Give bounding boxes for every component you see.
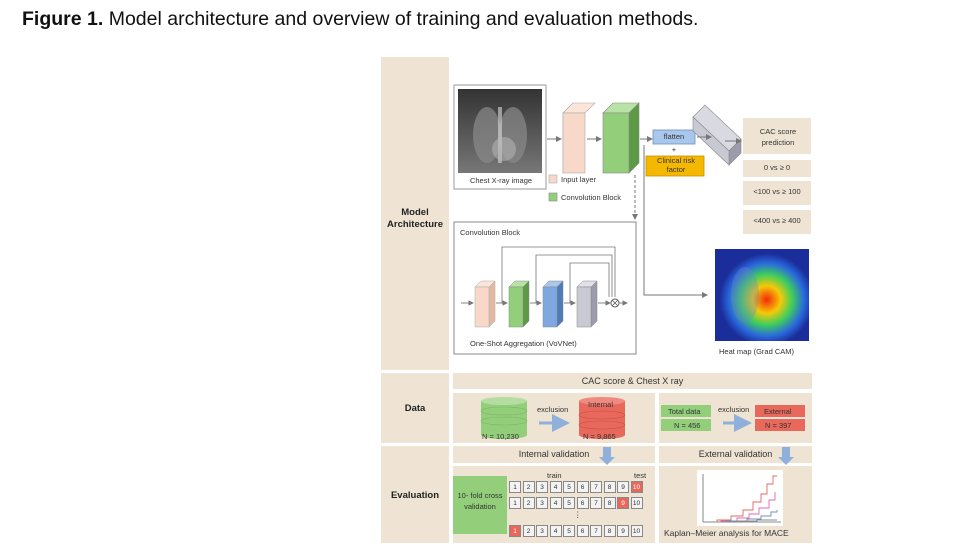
ext-total-label: Total data — [668, 407, 701, 416]
fold-cell: 6 — [576, 525, 589, 537]
fold-cell: 4 — [549, 525, 562, 537]
total-n: N = 10,230 — [482, 432, 519, 441]
fold-cell: 2 — [522, 481, 535, 493]
flatten-box — [652, 129, 696, 145]
convolution-block-3d — [602, 102, 640, 174]
output-box-400 — [743, 210, 811, 234]
fold-cell: 7 — [590, 497, 602, 509]
osa-block-3 — [542, 280, 564, 328]
cv-label: 10- fold cross validation — [457, 491, 503, 511]
fold-cell: 3 — [536, 497, 548, 509]
plus-sign: + — [671, 145, 677, 154]
fold-cell: 6 — [576, 481, 589, 493]
fold-row-1: 1 2 3 4 5 6 7 8 9 10 — [509, 481, 649, 494]
flatten-label: flatten — [663, 132, 685, 141]
fold-cell: 4 — [549, 497, 562, 509]
internal-label: Internal — [588, 400, 614, 409]
cv-box — [453, 476, 507, 534]
fold-cell: 8 — [603, 497, 616, 509]
output-label-0: 0 vs ≥ 0 — [763, 163, 791, 172]
km-plot — [697, 470, 783, 526]
legend-conv-swatch — [548, 192, 558, 202]
fold-cell: 1 — [509, 525, 521, 537]
fold-row-10: 1 2 3 4 5 6 7 8 9 10 — [509, 525, 649, 538]
fold-cell: 10 — [630, 497, 643, 509]
fold-ellipsis: ⋮ — [574, 510, 582, 519]
km-label: Kaplan–Meier analysis for MACE — [664, 528, 789, 538]
cac-prediction-label: CAC score prediction — [759, 127, 797, 147]
external-validation-banner: External validation — [659, 446, 812, 463]
heat-map-image — [715, 249, 809, 341]
data-section-label: Data — [404, 403, 426, 414]
ext-total-top — [661, 405, 711, 417]
model-section-label: Model Architecture — [387, 207, 443, 230]
data-banner: CAC score & Chest X ray — [453, 373, 812, 389]
fold-cell: 9 — [617, 525, 629, 537]
output-box-100 — [743, 181, 811, 205]
heatmap-label: Heat map (Grad CAM) — [719, 347, 795, 356]
fold-cell: 6 — [576, 497, 589, 509]
legend-input-label: Input layer — [561, 175, 597, 184]
ext-external-bottom — [755, 419, 805, 431]
fold-cell: 7 — [590, 481, 602, 493]
train-label: train — [547, 471, 562, 480]
clinical-risk-label: Clinical risk factor — [657, 156, 695, 174]
fold-cell: 10 — [630, 525, 643, 537]
fold-cell: 8 — [603, 525, 616, 537]
legend-conv-label: Convolution Block — [561, 193, 622, 202]
data-cylinders — [480, 397, 805, 439]
caption-text: Model architecture and overview of train… — [108, 8, 699, 30]
evaluation-section-label-bg — [381, 446, 449, 543]
fold-cell: 2 — [522, 497, 535, 509]
ext-total-n: N = 456 — [674, 421, 701, 430]
fold-cell: 4 — [549, 481, 562, 493]
model-architecture-diagram — [453, 84, 811, 355]
fold-cell: 5 — [563, 525, 575, 537]
fold-cell: 1 — [509, 497, 521, 509]
chest-xray-image — [453, 84, 547, 190]
xray-label: Chest X-ray image — [469, 176, 533, 185]
osa-label: One-Shot Aggregation (VoVNet) — [470, 339, 577, 348]
osa-block-2 — [508, 280, 530, 328]
fold-cell: 9 — [617, 497, 629, 509]
test-label: test — [634, 471, 647, 480]
figure-number: Figure 1. — [22, 8, 104, 30]
fold-cell: 8 — [603, 481, 616, 493]
output-label-100: <100 vs ≥ 100 — [753, 187, 801, 196]
fold-cell: 7 — [590, 525, 602, 537]
data-section-label-bg — [381, 373, 449, 443]
exclusion-label-internal: exclusion — [537, 405, 569, 414]
fold-cell: 3 — [536, 525, 548, 537]
input-layer-block — [562, 102, 596, 174]
ext-external-top — [755, 405, 805, 417]
fold-cell: 3 — [536, 481, 548, 493]
legend-input-swatch — [548, 174, 558, 184]
internal-db-cylinder — [578, 397, 626, 439]
evaluation-section-label: Evaluation — [390, 490, 440, 501]
osa-block-1 — [474, 280, 496, 328]
output-box-0 — [743, 160, 811, 177]
down-arrows — [599, 447, 794, 465]
osa-block-4 — [576, 280, 598, 328]
fold-cell: 9 — [617, 481, 629, 493]
fold-cell: 5 — [563, 481, 575, 493]
cac-prediction-box — [743, 118, 811, 154]
conv-block-title: Convolution Block — [460, 228, 521, 237]
fold-cell: 1 — [509, 481, 521, 493]
fold-cell: 10 — [630, 481, 643, 493]
internal-n: N = 9,865 — [583, 432, 616, 441]
figure-caption: Figure 1. Model architecture and overvie… — [22, 8, 698, 31]
exclusion-label-external: exclusion — [718, 405, 750, 414]
model-section-label-bg — [381, 57, 449, 370]
clinical-risk-box — [645, 155, 705, 177]
ext-total-bottom — [661, 419, 711, 431]
fold-cell: 2 — [522, 525, 535, 537]
total-db-cylinder — [480, 397, 528, 439]
output-label-400: <400 vs ≥ 400 — [753, 216, 801, 225]
external-n: N = 397 — [765, 421, 792, 430]
dense-layer — [692, 104, 742, 166]
external-label: External — [764, 407, 792, 416]
fold-cell: 5 — [563, 497, 575, 509]
fold-row-2: 1 2 3 4 5 6 7 8 9 10 — [509, 497, 649, 510]
